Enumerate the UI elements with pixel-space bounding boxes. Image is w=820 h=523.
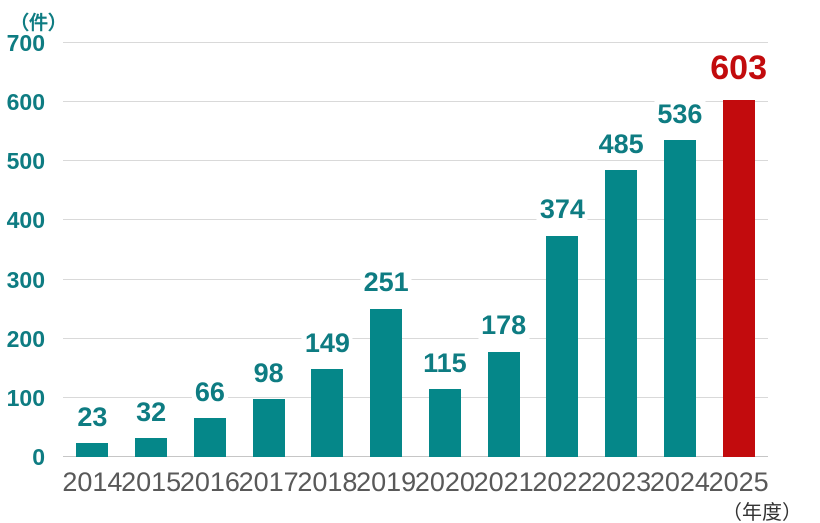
y-axis-tick-600: 600 <box>6 89 45 116</box>
x-axis-tick-2024: 2024 <box>649 467 710 497</box>
value-label-2025: 603 <box>707 50 770 87</box>
value-label-2015: 32 <box>133 397 170 426</box>
x-axis-tick-2023: 2023 <box>591 467 652 497</box>
x-axis: 2014 2015 2016 2017 2018 2019 2020 2021 2022 2023… <box>62 467 769 498</box>
y-axis-tick-400: 400 <box>6 207 45 234</box>
bar-2016 <box>193 417 226 457</box>
value-label-2018: 149 <box>301 328 353 357</box>
gridline-200 <box>63 337 768 339</box>
value-label-2023: 485 <box>595 129 647 158</box>
gridline-500 <box>63 160 768 162</box>
y-axis-tick-0: 0 <box>32 444 45 470</box>
y-axis: 0 100 200 300 400 500 600 700 <box>0 0 47 523</box>
bar-2018 <box>311 368 344 457</box>
bar-2022 <box>546 235 579 457</box>
x-axis-tick-2016: 2016 <box>179 467 240 497</box>
bar-2025 <box>722 100 755 457</box>
value-label-2021: 178 <box>478 311 530 340</box>
y-axis-tick-100: 100 <box>6 384 45 411</box>
bar-2020 <box>428 389 461 457</box>
gridline-600 <box>63 101 768 103</box>
bar-2023 <box>605 170 638 457</box>
gridline-300 <box>63 278 768 280</box>
value-label-2019: 251 <box>360 268 412 297</box>
plot-area: 23 32 66 98 149 251 115 178 374 485 536 603 <box>63 42 770 457</box>
y-axis-tick-500: 500 <box>6 148 45 175</box>
x-axis-tick-2018: 2018 <box>297 467 358 497</box>
value-label-2024: 536 <box>654 99 706 128</box>
value-label-2022: 374 <box>536 195 588 224</box>
x-axis-tick-2014: 2014 <box>62 467 123 497</box>
y-axis-unit-label: （件） <box>10 13 68 34</box>
bar-2024 <box>663 140 696 457</box>
bar-2017 <box>252 399 285 457</box>
x-axis-unit-label: （年度） <box>722 502 802 523</box>
bar-2015 <box>135 438 168 457</box>
y-axis-tick-700: 700 <box>6 30 45 56</box>
gridline-400 <box>63 219 768 221</box>
bar-2021 <box>487 351 520 457</box>
x-axis-tick-2015: 2015 <box>121 467 182 497</box>
x-axis-tick-2017: 2017 <box>238 467 299 497</box>
value-label-2017: 98 <box>250 358 287 387</box>
value-label-2016: 66 <box>191 377 228 406</box>
gridline-0 <box>63 456 768 457</box>
x-axis-tick-2020: 2020 <box>414 467 475 497</box>
gridline-700 <box>63 42 768 43</box>
value-label-2014: 23 <box>74 403 111 431</box>
bar-2014 <box>76 443 109 457</box>
x-axis-tick-2019: 2019 <box>356 467 417 497</box>
gridline-100 <box>63 396 768 398</box>
value-label-2020: 115 <box>420 348 470 377</box>
x-axis-tick-2022: 2022 <box>532 467 593 497</box>
bar-2019 <box>370 308 403 457</box>
y-axis-tick-200: 200 <box>6 325 45 352</box>
y-axis-tick-300: 300 <box>6 266 45 293</box>
x-axis-tick-2025: 2025 <box>708 467 769 497</box>
x-axis-tick-2021: 2021 <box>473 467 534 497</box>
